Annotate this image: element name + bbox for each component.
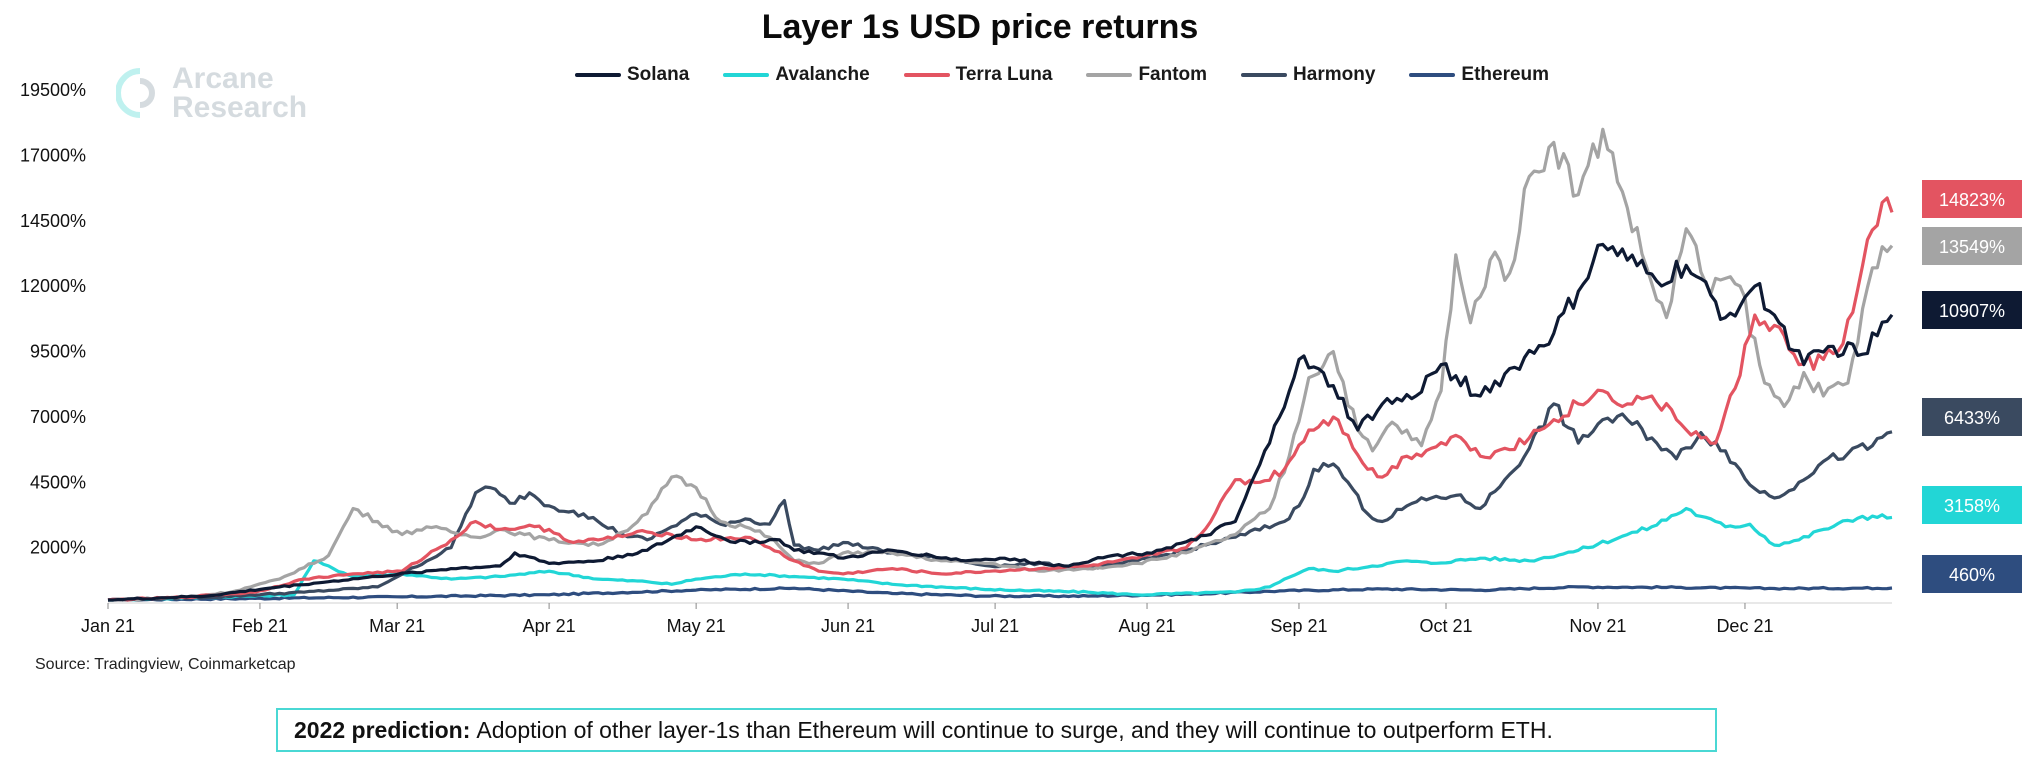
legend-swatch	[1409, 73, 1456, 77]
end-value-box	[1922, 180, 2022, 218]
legend-item-terra-luna: Terra Luna	[903, 64, 1053, 86]
y-tick-label: 7000%	[30, 407, 86, 427]
x-tick-label: Nov 21	[1569, 616, 1626, 636]
end-value-label: 460%	[1922, 555, 2022, 593]
y-tick-label: 19500%	[20, 80, 86, 100]
chart-legend: Solana Avalanche Terra Luna Fantom Harmony Et…	[575, 64, 1549, 86]
y-tick-label: 2000%	[30, 538, 86, 558]
legend-item-avalanche: Avalanche	[723, 64, 870, 86]
legend-swatch	[1241, 73, 1288, 77]
watermark-logo: Arcane Research	[116, 62, 308, 124]
source-note: Source: Tradingview, Coinmarketcap	[35, 656, 296, 673]
end-value-box	[1922, 486, 2022, 524]
x-tick-label: Jul 21	[971, 616, 1019, 636]
end-value-text: 14823%	[1939, 190, 2005, 210]
end-value-label: 13549%	[1922, 227, 2022, 265]
x-tick-label: Feb 21	[232, 616, 288, 636]
x-tick-label: Jun 21	[821, 616, 875, 636]
x-tick-label: Aug 21	[1119, 616, 1176, 636]
series-line-terra-luna	[107, 196, 1894, 602]
end-value-box	[1922, 398, 2022, 436]
legend-swatch	[575, 73, 621, 77]
legend-label: Fantom	[1138, 64, 1208, 85]
legend-item-harmony: Harmony	[1241, 64, 1375, 86]
x-tick-label: Oct 21	[1419, 616, 1472, 636]
legend-item-ethereum: Ethereum	[1409, 64, 1549, 86]
y-tick-label: 14500%	[20, 211, 86, 231]
chart-plot-area: 2000% 4500% 7000% 9500% 12000% 14500% 17000% 19…	[20, 80, 2022, 636]
watermark-text: Arcane Research	[172, 62, 308, 124]
prediction-label: 2022 prediction:	[294, 716, 471, 743]
end-value-box	[1922, 291, 2022, 329]
chart-title: Layer 1s USD price returns	[761, 8, 1199, 46]
series-line-avalanche	[108, 506, 1893, 602]
watermark-line-1: Arcane	[172, 62, 274, 95]
x-tick-label: Apr 21	[523, 616, 576, 636]
y-tick-label: 4500%	[30, 472, 86, 492]
legend-item-solana: Solana	[575, 64, 689, 86]
watermark-line-2: Research	[172, 91, 308, 124]
legend-item-fantom: Fantom	[1086, 64, 1207, 86]
end-value-label: 10907%	[1922, 291, 2022, 329]
legend-label: Terra Luna	[955, 64, 1053, 85]
legend-swatch	[723, 73, 770, 77]
end-value-text: 10907%	[1939, 301, 2005, 321]
prediction-text: Adoption of other layer-1s than Ethereum…	[476, 716, 1553, 743]
x-tick-label: Jan 21	[81, 616, 135, 636]
end-value-label: 6433%	[1922, 398, 2022, 436]
end-value-text: 3158%	[1944, 496, 2000, 516]
end-value-label: 14823%	[1922, 180, 2022, 218]
x-tick-label: Sep 21	[1270, 616, 1327, 636]
legend-label: Solana	[627, 64, 690, 85]
x-tick-label: May 21	[667, 616, 726, 636]
y-tick-label: 12000%	[20, 276, 86, 296]
y-tick-label: 9500%	[30, 342, 86, 362]
series-line-fantom	[107, 127, 1894, 602]
legend-label: Ethereum	[1461, 64, 1550, 85]
legend-label: Harmony	[1293, 64, 1376, 85]
legend-swatch	[903, 73, 950, 77]
end-value-box	[1922, 555, 2022, 593]
end-value-text: 460%	[1949, 565, 1995, 585]
x-tick-label: Dec 21	[1716, 616, 1773, 636]
end-value-text: 6433%	[1944, 408, 2000, 428]
end-value-label: 3158%	[1922, 486, 2022, 524]
series-line-solana	[108, 242, 1894, 602]
x-tick-label: Mar 21	[369, 616, 425, 636]
arcane-logo-icon	[116, 68, 155, 118]
legend-swatch	[1086, 73, 1133, 77]
end-value-text: 13549%	[1939, 237, 2005, 257]
y-tick-label: 17000%	[20, 145, 86, 165]
prediction-box: 2022 prediction: Adoption of other layer…	[276, 708, 1717, 752]
legend-label: Avalanche	[775, 64, 870, 85]
end-value-box	[1922, 227, 2022, 265]
series-line-ethereum	[107, 585, 1893, 602]
